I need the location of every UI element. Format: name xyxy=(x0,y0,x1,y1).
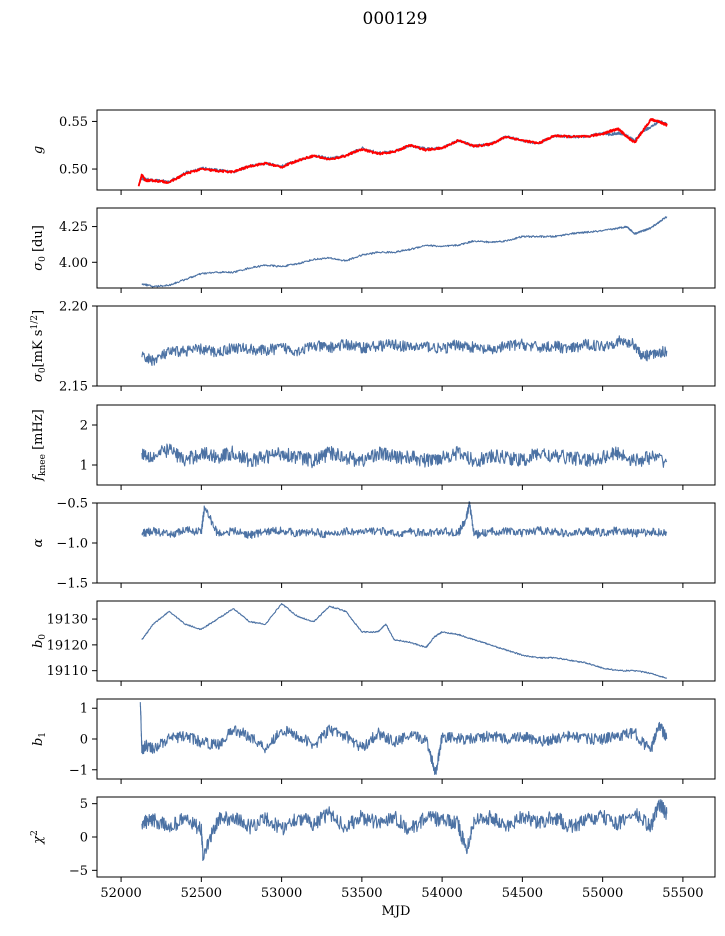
panel-sigma0-mk: 2.15 2.20 σ0[mK s1/2] xyxy=(30,300,716,395)
ytick-label-fknee: 1 xyxy=(80,459,88,474)
ylabel-chi2: χ2 xyxy=(30,830,46,845)
xlabel: MJD xyxy=(382,904,411,919)
xtick-label: 52000 xyxy=(100,886,141,901)
panel-alpha: −1.5 −1.0 −0.5 α xyxy=(31,497,716,592)
panel-fknee: 1 2 fknee [mHz] xyxy=(31,404,716,490)
ytick-label-sigma0-du: 4.00 xyxy=(59,256,88,271)
xtick-label: 53000 xyxy=(261,886,302,901)
axes-frame-sigma0-mk xyxy=(96,305,716,387)
series-line-sigma0-mk-0 xyxy=(141,335,668,367)
series-line-g-1 xyxy=(137,118,668,187)
ytick-label-sigma0-mk: 2.15 xyxy=(59,380,88,395)
series-line-g-0 xyxy=(141,119,668,183)
ytick-label-b0: 19120 xyxy=(47,638,88,653)
ytick-label-g: 0.50 xyxy=(59,163,88,178)
panel-g: 0.50 0.55 g xyxy=(31,109,716,195)
ytick-label-chi2: −5 xyxy=(69,864,88,879)
xtick-label: 52500 xyxy=(181,886,222,901)
ytick-label-b1: 1 xyxy=(80,702,88,717)
ytick-label-alpha: −1.5 xyxy=(56,577,88,592)
axes-frame-b0 xyxy=(96,600,716,682)
ylabel-alpha: α xyxy=(31,538,46,547)
axes-frame-fknee xyxy=(96,404,716,486)
series-line-fknee-0 xyxy=(141,443,668,469)
ylabel-sigma0-du: σ0 [du] xyxy=(31,225,48,271)
series-line-b0-0 xyxy=(141,603,668,679)
ytick-label-chi2: 5 xyxy=(80,797,88,812)
figure-title: 000129 xyxy=(363,9,428,29)
xtick-label: 55500 xyxy=(662,886,703,901)
series-line-alpha-0 xyxy=(141,501,668,540)
xtick-label: 54000 xyxy=(421,886,462,901)
ylabel-sigma0-mk: σ0[mK s1/2] xyxy=(30,310,48,382)
ylabel-b0: b0 xyxy=(31,634,48,648)
ytick-label-alpha: −1.0 xyxy=(56,537,88,552)
ytick-label-b0: 19110 xyxy=(47,664,88,679)
xtick-label: 54500 xyxy=(502,886,543,901)
ylabel-b1: b1 xyxy=(31,732,48,746)
ylabel-g: g xyxy=(31,146,46,154)
panels: 0.50 0.55 g 4.00 4.25 σ0 [du] 2.15 2.20 σ0[mK s1… xyxy=(30,109,716,919)
ylabel-fknee: fknee [mHz] xyxy=(31,409,48,482)
ytick-label-sigma0-mk: 2.20 xyxy=(59,300,88,315)
series-line-b1-0 xyxy=(139,702,668,776)
axes-frame-alpha xyxy=(96,502,716,584)
ytick-label-b1: 0 xyxy=(80,733,88,748)
panel-b0: 19110 19120 19130 b0 xyxy=(31,600,716,686)
ytick-label-sigma0-du: 4.25 xyxy=(59,220,88,235)
ytick-label-chi2: 0 xyxy=(80,831,88,846)
series-line-chi2-0 xyxy=(141,799,668,862)
panel-sigma0-du: 4.00 4.25 σ0 [du] xyxy=(31,207,716,293)
ytick-label-fknee: 2 xyxy=(80,419,88,434)
axes-frame-sigma0-du xyxy=(96,207,716,289)
axes-frame-chi2 xyxy=(96,796,716,878)
ytick-label-alpha: −0.5 xyxy=(56,497,88,512)
series-line-sigma0-du-0 xyxy=(141,216,668,288)
ytick-label-g: 0.55 xyxy=(59,115,88,130)
xtick-label: 53500 xyxy=(341,886,382,901)
axes-frame-g xyxy=(96,109,716,191)
panel-chi2: −5 0 5 52000 52500 53000 53500 54000 54500 55000 5… xyxy=(30,796,716,919)
ytick-label-b0: 19130 xyxy=(47,613,88,628)
xtick-label: 55000 xyxy=(582,886,623,901)
ytick-label-b1: −1 xyxy=(69,763,88,778)
panel-b1: −1 0 1 b1 xyxy=(31,698,716,784)
